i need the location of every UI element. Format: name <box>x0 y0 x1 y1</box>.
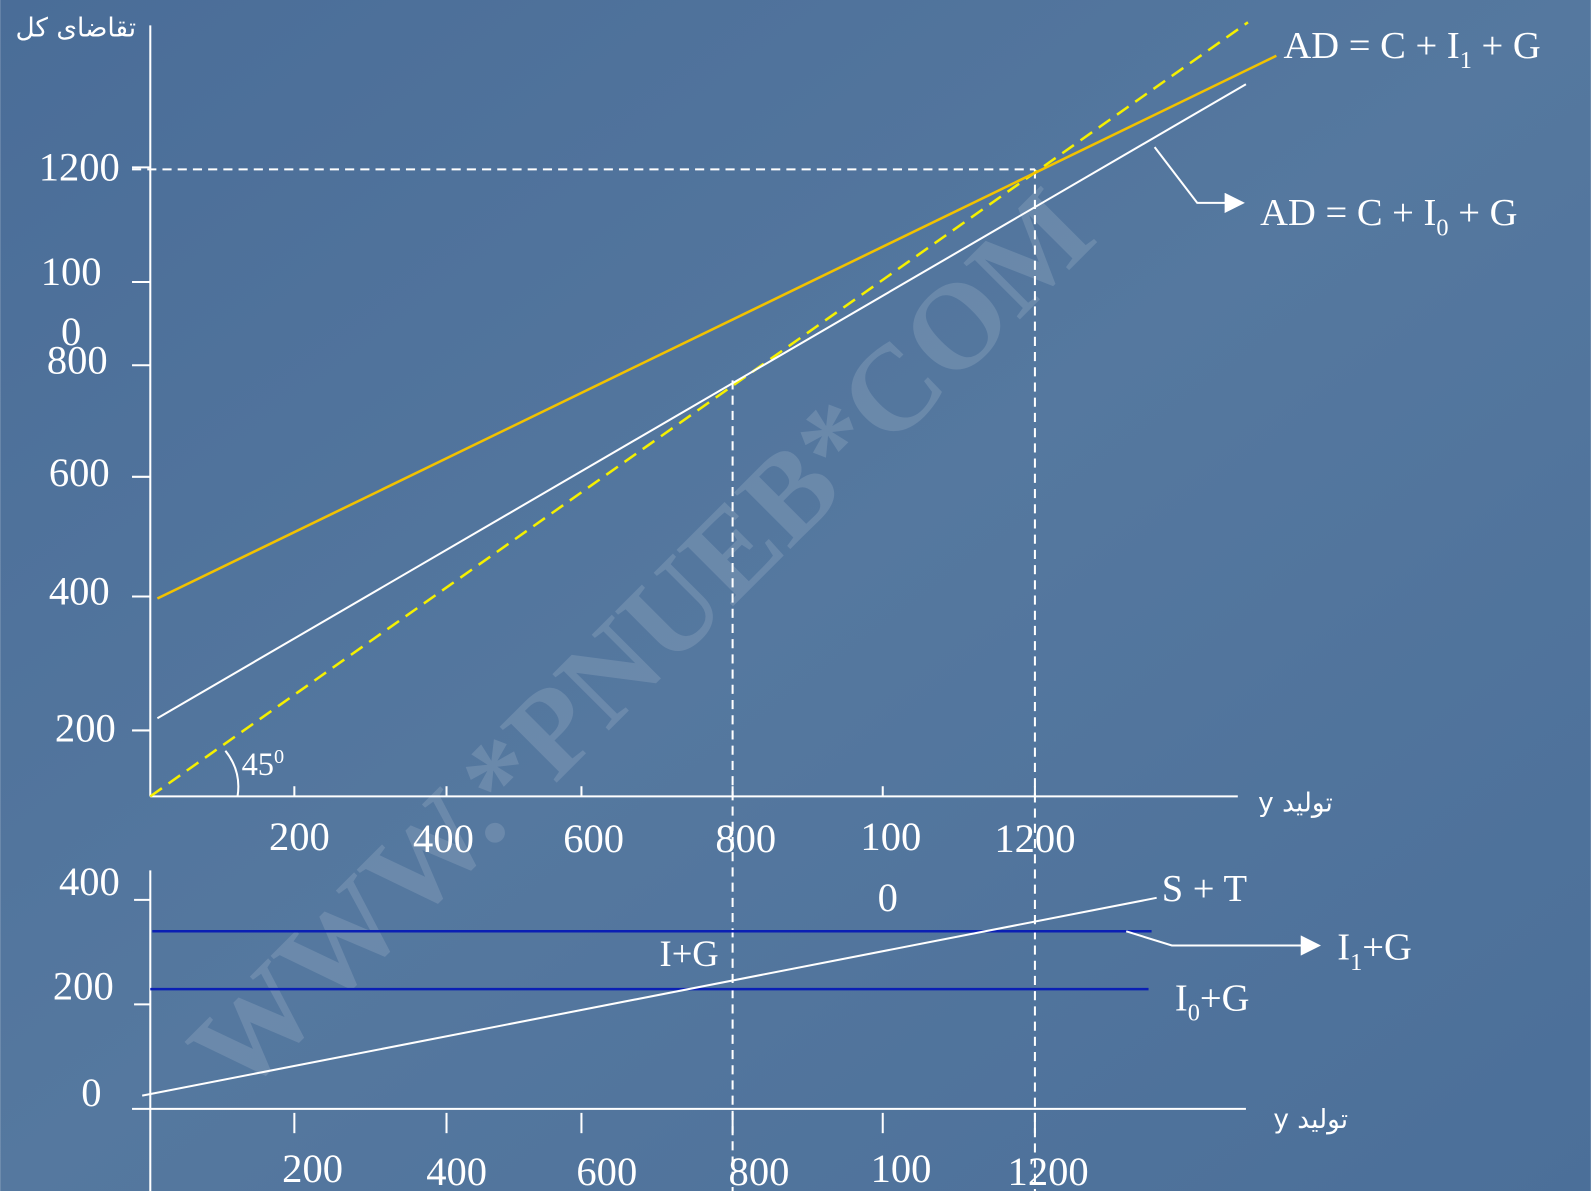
x-axis-title: y تولید <box>1273 1105 1348 1135</box>
bottom-x-labels: 200 400 600 800 100 1200 <box>282 1146 1088 1191</box>
st-label: S + T <box>1162 868 1247 910</box>
y-tick-label: 100 <box>41 249 102 294</box>
top-axes <box>132 25 1238 798</box>
x-axis-title: y تولید <box>1258 789 1333 819</box>
bottom-y-labels: 400 200 0 <box>53 859 120 1115</box>
arrow <box>1153 146 1245 214</box>
x-tick-label: 100 <box>860 814 921 859</box>
x-tick-label: 1200 <box>1008 1149 1089 1191</box>
ig-label: I+G <box>660 933 719 974</box>
y-tick-label: 0 <box>61 309 81 354</box>
st-line <box>141 896 1157 1097</box>
top-x-labels: 200 400 600 800 100 0 1200 <box>269 814 1075 920</box>
guide-lines <box>132 168 1036 1191</box>
x-tick-label: 200 <box>269 814 330 859</box>
x-tick-label: 0 <box>878 875 898 920</box>
x-tick-label: 100 <box>871 1146 932 1191</box>
y-tick-label: 200 <box>55 706 116 751</box>
x-tick-label: 400 <box>413 816 474 861</box>
ad1-line <box>156 54 1277 600</box>
45-degree-line <box>149 21 1249 798</box>
x-tick-label: 800 <box>715 816 776 861</box>
y-tick-label: 1200 <box>39 145 120 190</box>
i1g-label: I1+G <box>1337 927 1412 976</box>
angle-label: 450 <box>242 746 285 783</box>
y-tick-label: 0 <box>81 1070 101 1115</box>
x-tick-label: 400 <box>426 1149 487 1191</box>
arrow <box>1125 930 1322 956</box>
x-tick-label: 600 <box>563 816 624 861</box>
i0g-label: I0+G <box>1175 977 1250 1026</box>
y-tick-label: 200 <box>53 963 114 1008</box>
x-tick-label: 200 <box>282 1146 343 1191</box>
y-axis-title: تقاضای کل <box>15 14 136 44</box>
x-tick-label: 600 <box>576 1149 637 1191</box>
x-tick-label: 1200 <box>994 816 1075 861</box>
ad1-label: AD = C + I1 + G <box>1283 25 1540 74</box>
ad0-line <box>156 83 1247 720</box>
top-y-labels: 1200 100 0 800 600 400 200 <box>39 145 120 751</box>
y-tick-label: 400 <box>59 859 120 904</box>
y-tick-label: 600 <box>49 450 110 495</box>
y-tick-label: 400 <box>49 569 110 614</box>
x-tick-label: 800 <box>729 1149 790 1191</box>
y-tick-label: 800 <box>47 337 108 382</box>
bottom-axes <box>132 870 1246 1191</box>
ad0-label: AD = C + I0 + G <box>1260 192 1517 241</box>
